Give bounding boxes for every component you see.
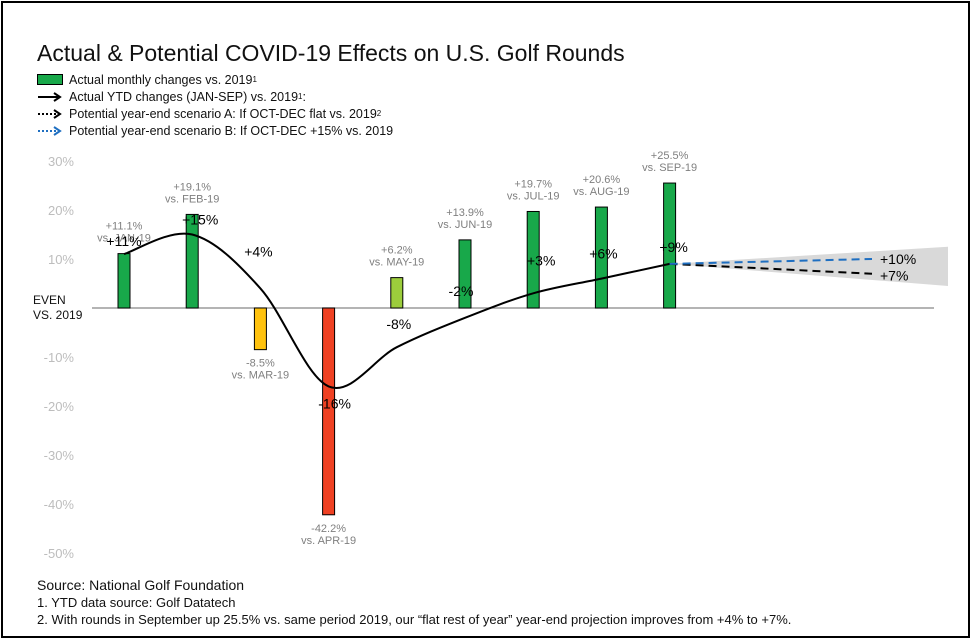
legend-label: Actual YTD changes (JAN-SEP) vs. 2019: [69, 89, 299, 104]
ytd-value-label: +4%: [244, 243, 272, 259]
blue-dotted-arrow-icon: [37, 125, 63, 137]
bar-sub-label: vs. APR-19: [301, 535, 356, 547]
ytd-value-label: +9%: [659, 239, 687, 255]
y-tick-label: -40%: [44, 497, 75, 512]
footnote-1: 1. YTD data source: Golf Datatech: [37, 595, 236, 610]
legend-item-scenario-a: Potential year-end scenario A: If OCT-DE…: [37, 105, 393, 122]
bar-sub-label: vs. AUG-19: [573, 186, 629, 198]
bar: [594, 206, 608, 309]
bar-sub-label: vs. MAY-19: [369, 257, 424, 269]
bar-value-label: -8.5%: [246, 358, 275, 370]
y-tick-label: 20%: [48, 203, 74, 218]
footer: Source: National Golf Foundation 1. YTD …: [37, 577, 791, 627]
bar-sub-label: vs. FEB-19: [165, 193, 219, 205]
source-note: Source: National Golf Foundation: [37, 577, 245, 593]
scenario-b-label: +10%: [880, 251, 916, 267]
legend-item-monthly: Actual monthly changes vs. 2019 1: [37, 71, 393, 88]
bar: [390, 277, 404, 309]
bar: [322, 307, 336, 516]
legend: Actual monthly changes vs. 2019 1 Actual …: [37, 71, 393, 139]
bar: [253, 307, 267, 351]
ytd-value-label: -2%: [449, 283, 474, 299]
legend-item-scenario-b: Potential year-end scenario B: If OCT-DE…: [37, 122, 393, 139]
bar-sub-label: vs. SEP-19: [642, 162, 697, 174]
bar-value-label: +25.5%: [651, 150, 689, 162]
bar-value-label: +13.9%: [446, 207, 484, 219]
zero-line-label: EVEN VS. 2019: [33, 293, 83, 322]
ytd-value-label: +15%: [182, 212, 218, 228]
bar-value-label: +19.1%: [173, 181, 211, 193]
scenario-b-line: [669, 258, 873, 265]
bar-sub-label: vs. MAR-19: [232, 370, 289, 382]
dotted-arrow-icon: [37, 108, 63, 120]
ytd-value-label: -16%: [318, 395, 351, 411]
bar: [526, 210, 540, 309]
bar: [663, 182, 677, 309]
legend-label: Potential year-end scenario A: If OCT-DE…: [69, 106, 377, 121]
scenario-a-label: +7%: [880, 268, 908, 284]
bar-value-label: +6.2%: [381, 245, 413, 257]
y-tick-label: -50%: [44, 546, 75, 561]
y-tick-label: -20%: [44, 399, 75, 414]
y-tick-label: 10%: [48, 252, 74, 267]
ytd-line: [123, 232, 670, 389]
ytd-value-label: -8%: [386, 316, 411, 332]
bar-value-label: +20.6%: [583, 174, 621, 186]
y-tick-label: -10%: [44, 350, 75, 365]
ytd-value-label: +3%: [527, 252, 555, 268]
scenario-a-line: [669, 262, 873, 275]
legend-label: Actual monthly changes vs. 2019: [69, 72, 253, 87]
chart-title: Actual & Potential COVID-19 Effects on U…: [37, 40, 625, 66]
ytd-value-label: +11%: [106, 233, 141, 249]
footnote-2: 2. With rounds in September up 25.5% vs.…: [37, 612, 792, 627]
y-tick-label: -30%: [44, 448, 75, 463]
green-bar-swatch-icon: [37, 73, 63, 86]
bar-value-label: +11.1%: [106, 221, 143, 233]
bar-sub-label: vs. JAN-19: [97, 233, 151, 245]
scenario-band: [669, 246, 948, 286]
legend-item-ytd: Actual YTD changes (JAN-SEP) vs. 2019 1:: [37, 88, 393, 105]
bar-sub-label: vs. JUL-19: [507, 190, 560, 202]
legend-label: Potential year-end scenario B: If OCT-DE…: [69, 123, 394, 138]
bar: [458, 239, 472, 309]
bar-value-label: -42.2%: [311, 523, 346, 535]
ytd-value-label: +6%: [589, 246, 617, 262]
bar-sub-label: vs. JUN-19: [438, 219, 492, 231]
solid-arrow-icon: [37, 91, 63, 103]
bar-value-label: +19.7%: [514, 178, 552, 190]
bar: [117, 253, 131, 309]
y-tick-label: 30%: [48, 154, 74, 169]
bar: [185, 213, 199, 309]
